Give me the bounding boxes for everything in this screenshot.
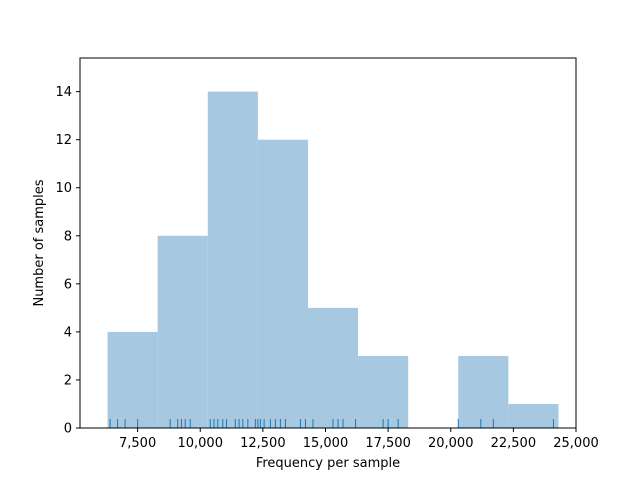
x-tick-label: 17,500: [365, 436, 411, 451]
histogram-bar: [358, 355, 409, 428]
y-tick-label: 0: [64, 422, 72, 437]
histogram-bars: [107, 91, 559, 429]
histogram-bar: [508, 403, 559, 428]
histogram-bar: [157, 235, 208, 428]
rug-ticks: [109, 419, 554, 428]
x-axis-label: Frequency per sample: [256, 456, 400, 471]
histogram-bar: [257, 139, 308, 429]
y-axis-ticks: 0 2 4 6 8 10 12 14: [55, 85, 80, 437]
y-tick-label: 10: [55, 181, 72, 196]
x-tick-label: 10,000: [177, 436, 223, 451]
y-tick-label: 4: [64, 325, 72, 340]
y-tick-label: 6: [64, 277, 72, 292]
y-tick-label: 14: [55, 85, 72, 100]
x-tick-label: 7,500: [119, 436, 156, 451]
y-tick-label: 12: [55, 133, 72, 148]
histogram-bar: [307, 307, 359, 428]
y-tick-label: 8: [64, 229, 72, 244]
x-tick-label: 25,000: [553, 436, 599, 451]
x-tick-label: 20,000: [428, 436, 474, 451]
histogram-bar: [207, 91, 258, 429]
y-tick-label: 2: [64, 373, 72, 388]
histogram-bar: [458, 355, 509, 428]
histogram-bar: [107, 331, 158, 428]
x-tick-label: 15,000: [303, 436, 349, 451]
plot-frame: [79, 57, 577, 429]
y-axis-label: Number of samples: [32, 179, 47, 306]
x-axis-ticks: 7,500 10,000 12,500 15,000 17,500 20,000 22,50…: [119, 428, 599, 451]
x-tick-label: 22,500: [491, 436, 537, 451]
x-tick-label: 12,500: [240, 436, 286, 451]
